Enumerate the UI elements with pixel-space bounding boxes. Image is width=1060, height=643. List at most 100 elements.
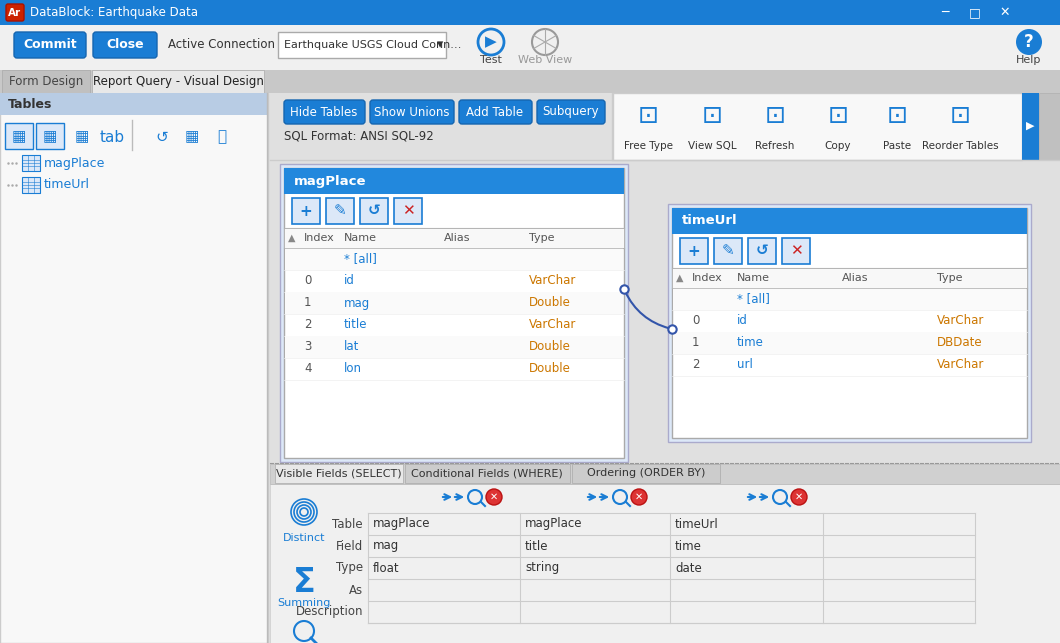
FancyBboxPatch shape bbox=[537, 100, 605, 124]
Text: +: + bbox=[688, 244, 701, 258]
FancyBboxPatch shape bbox=[714, 238, 742, 264]
Text: Index: Index bbox=[692, 273, 723, 283]
Text: time: time bbox=[737, 336, 764, 350]
FancyBboxPatch shape bbox=[278, 32, 446, 58]
Text: url: url bbox=[737, 359, 753, 372]
Text: ↺: ↺ bbox=[156, 129, 169, 145]
Text: timeUrl: timeUrl bbox=[675, 518, 719, 530]
FancyBboxPatch shape bbox=[285, 292, 623, 314]
Text: Double: Double bbox=[529, 363, 571, 376]
Text: Alias: Alias bbox=[444, 233, 471, 243]
Text: ▦: ▦ bbox=[75, 129, 89, 145]
FancyBboxPatch shape bbox=[672, 268, 1027, 288]
Text: tab: tab bbox=[100, 129, 125, 145]
FancyBboxPatch shape bbox=[285, 248, 623, 270]
Text: Summing: Summing bbox=[278, 598, 331, 608]
Text: Commit: Commit bbox=[23, 39, 76, 51]
FancyBboxPatch shape bbox=[5, 123, 33, 149]
FancyBboxPatch shape bbox=[275, 464, 403, 483]
Text: Reorder Tables: Reorder Tables bbox=[922, 141, 999, 151]
Text: Close: Close bbox=[106, 39, 144, 51]
Text: DataBlock: Earthquake Data: DataBlock: Earthquake Data bbox=[30, 6, 198, 19]
Text: ─: ─ bbox=[941, 6, 949, 19]
Text: Description: Description bbox=[296, 606, 363, 619]
FancyBboxPatch shape bbox=[284, 100, 365, 124]
Text: Type: Type bbox=[937, 273, 962, 283]
Text: id: id bbox=[737, 314, 748, 327]
Text: ✕: ✕ bbox=[635, 492, 643, 502]
Text: 1: 1 bbox=[304, 296, 312, 309]
Text: Visible Fields (SELECT): Visible Fields (SELECT) bbox=[277, 468, 402, 478]
Text: Ar: Ar bbox=[8, 8, 21, 17]
FancyBboxPatch shape bbox=[22, 155, 40, 171]
Text: As: As bbox=[349, 583, 363, 597]
FancyBboxPatch shape bbox=[285, 336, 623, 358]
FancyBboxPatch shape bbox=[284, 168, 624, 458]
Text: Free Type: Free Type bbox=[623, 141, 672, 151]
Text: Test: Test bbox=[480, 55, 502, 65]
FancyBboxPatch shape bbox=[14, 32, 86, 58]
Text: ▶: ▶ bbox=[485, 35, 497, 50]
Text: View SQL: View SQL bbox=[688, 141, 737, 151]
Text: ▶: ▶ bbox=[1026, 121, 1035, 131]
FancyBboxPatch shape bbox=[360, 198, 388, 224]
Text: Add Table: Add Table bbox=[466, 105, 524, 118]
FancyBboxPatch shape bbox=[1039, 93, 1060, 160]
Text: ✕: ✕ bbox=[795, 492, 803, 502]
Text: ?: ? bbox=[1024, 33, 1034, 51]
Bar bbox=[753, 100, 797, 132]
Text: time: time bbox=[675, 539, 702, 552]
Text: ✎: ✎ bbox=[334, 203, 347, 219]
FancyBboxPatch shape bbox=[370, 100, 454, 124]
Text: Type: Type bbox=[336, 561, 363, 574]
FancyBboxPatch shape bbox=[782, 238, 810, 264]
Text: Web View: Web View bbox=[518, 55, 572, 65]
Text: lon: lon bbox=[344, 363, 363, 376]
FancyBboxPatch shape bbox=[572, 464, 720, 483]
Text: ⊡: ⊡ bbox=[828, 104, 848, 128]
Text: VarChar: VarChar bbox=[529, 318, 577, 332]
FancyBboxPatch shape bbox=[0, 0, 1060, 25]
Text: * [all]: * [all] bbox=[737, 293, 770, 305]
Text: Hide Tables: Hide Tables bbox=[290, 105, 357, 118]
Text: VarChar: VarChar bbox=[937, 314, 985, 327]
Text: Type: Type bbox=[529, 233, 554, 243]
FancyBboxPatch shape bbox=[0, 93, 268, 643]
Text: DBDate: DBDate bbox=[937, 336, 983, 350]
Text: ▦: ▦ bbox=[42, 129, 57, 145]
Text: ⊡: ⊡ bbox=[637, 104, 658, 128]
Text: 4: 4 bbox=[304, 363, 312, 376]
Text: Refresh: Refresh bbox=[756, 141, 795, 151]
Text: * [all]: * [all] bbox=[344, 253, 377, 266]
Text: magPlace: magPlace bbox=[373, 518, 430, 530]
Text: Distinct: Distinct bbox=[283, 533, 325, 543]
Text: ✎: ✎ bbox=[722, 244, 735, 258]
Bar bbox=[626, 100, 670, 132]
Text: magPlace: magPlace bbox=[294, 174, 367, 188]
FancyBboxPatch shape bbox=[6, 4, 24, 21]
Text: ⊡: ⊡ bbox=[950, 104, 971, 128]
FancyBboxPatch shape bbox=[673, 332, 1026, 354]
Circle shape bbox=[1015, 29, 1042, 55]
Text: Name: Name bbox=[344, 233, 377, 243]
Circle shape bbox=[631, 489, 647, 505]
FancyBboxPatch shape bbox=[613, 93, 1022, 160]
FancyBboxPatch shape bbox=[673, 288, 1026, 310]
Bar bbox=[938, 100, 982, 132]
Text: 0: 0 bbox=[304, 275, 312, 287]
Text: magPlace: magPlace bbox=[45, 156, 105, 170]
Circle shape bbox=[791, 489, 807, 505]
Bar bbox=[690, 100, 734, 132]
Text: 🔍: 🔍 bbox=[217, 129, 227, 145]
Text: mag: mag bbox=[344, 296, 370, 309]
Text: string: string bbox=[525, 561, 560, 574]
Text: id: id bbox=[344, 275, 355, 287]
FancyBboxPatch shape bbox=[280, 164, 628, 462]
Text: 1: 1 bbox=[692, 336, 700, 350]
Text: □: □ bbox=[969, 6, 980, 19]
Text: ↺: ↺ bbox=[756, 244, 768, 258]
Text: ▲: ▲ bbox=[288, 233, 296, 243]
FancyBboxPatch shape bbox=[394, 198, 422, 224]
Text: Copy: Copy bbox=[825, 141, 851, 151]
FancyBboxPatch shape bbox=[0, 25, 1060, 70]
